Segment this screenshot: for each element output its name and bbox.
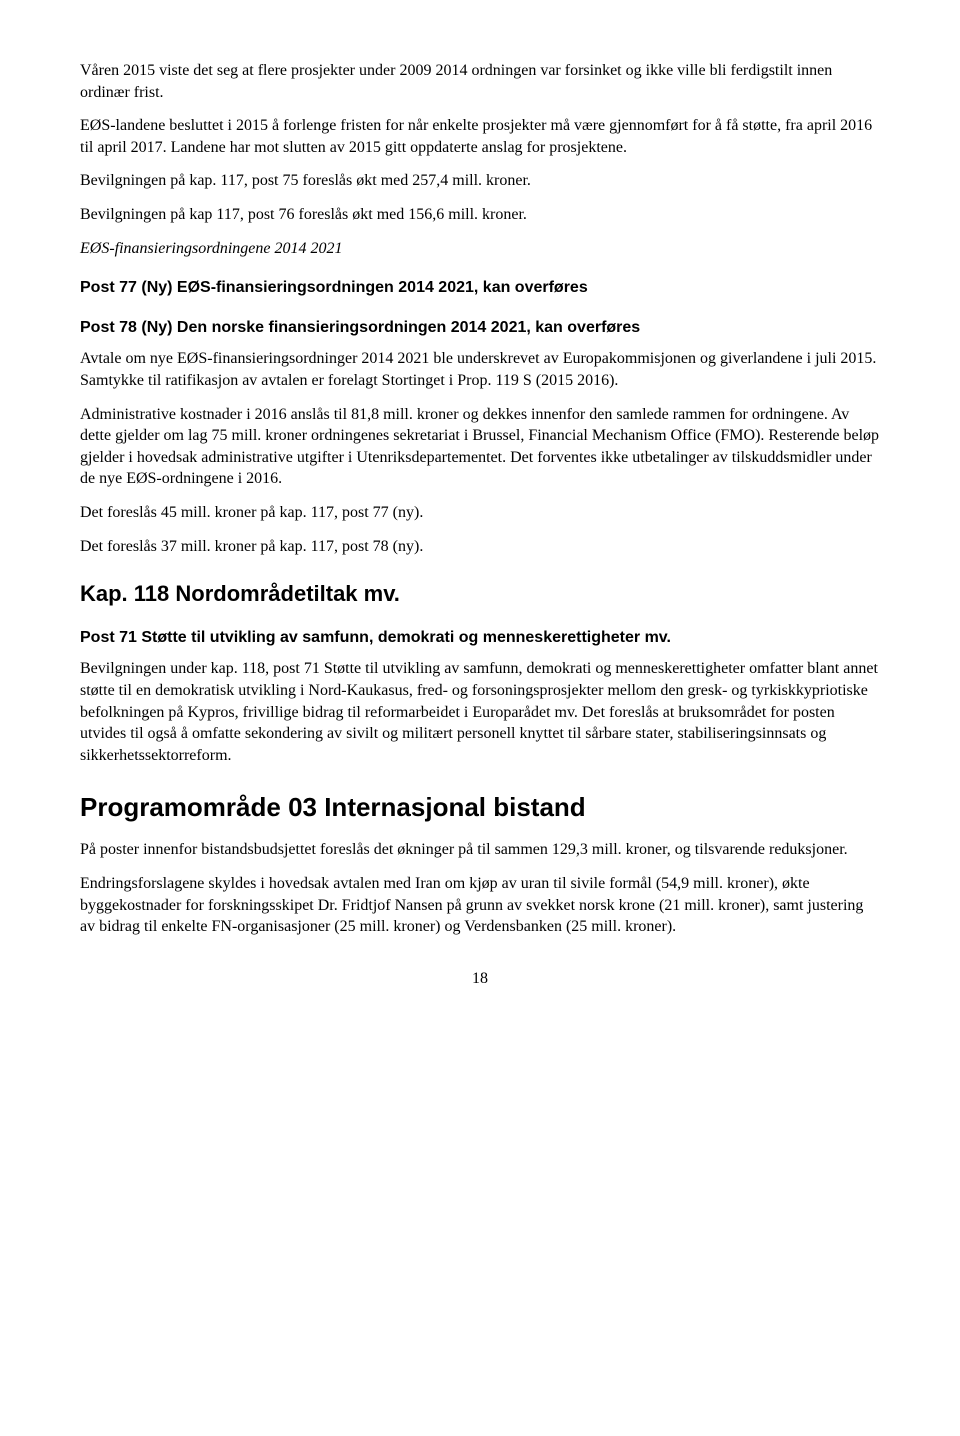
- heading-kap118: Kap. 118 Nordområdetiltak mv.: [80, 579, 880, 609]
- body-paragraph: Avtale om nye EØS-finansieringsordninger…: [80, 348, 880, 391]
- body-paragraph: Bevilgningen på kap 117, post 76 foreslå…: [80, 204, 880, 226]
- heading-post78: Post 78 (Ny) Den norske finansieringsord…: [80, 317, 880, 339]
- heading-post71: Post 71 Støtte til utvikling av samfunn,…: [80, 627, 880, 649]
- body-paragraph: Administrative kostnader i 2016 anslås t…: [80, 404, 880, 490]
- body-paragraph: Endringsforslagene skyldes i hovedsak av…: [80, 873, 880, 938]
- heading-post77: Post 77 (Ny) EØS-finansieringsordningen …: [80, 277, 880, 299]
- body-paragraph: EØS-landene besluttet i 2015 å forlenge …: [80, 115, 880, 158]
- body-paragraph: Bevilgningen under kap. 118, post 71 Stø…: [80, 658, 880, 766]
- body-paragraph: På poster innenfor bistandsbudsjettet fo…: [80, 839, 880, 861]
- page-number: 18: [80, 968, 880, 990]
- heading-programomrade-03: Programområde 03 Internasjonal bistand: [80, 790, 880, 825]
- italic-subheading: EØS-finansieringsordningene 2014 2021: [80, 238, 880, 260]
- body-paragraph: Det foreslås 37 mill. kroner på kap. 117…: [80, 536, 880, 558]
- body-paragraph: Bevilgningen på kap. 117, post 75 foresl…: [80, 170, 880, 192]
- body-paragraph: Våren 2015 viste det seg at flere prosje…: [80, 60, 880, 103]
- body-paragraph: Det foreslås 45 mill. kroner på kap. 117…: [80, 502, 880, 524]
